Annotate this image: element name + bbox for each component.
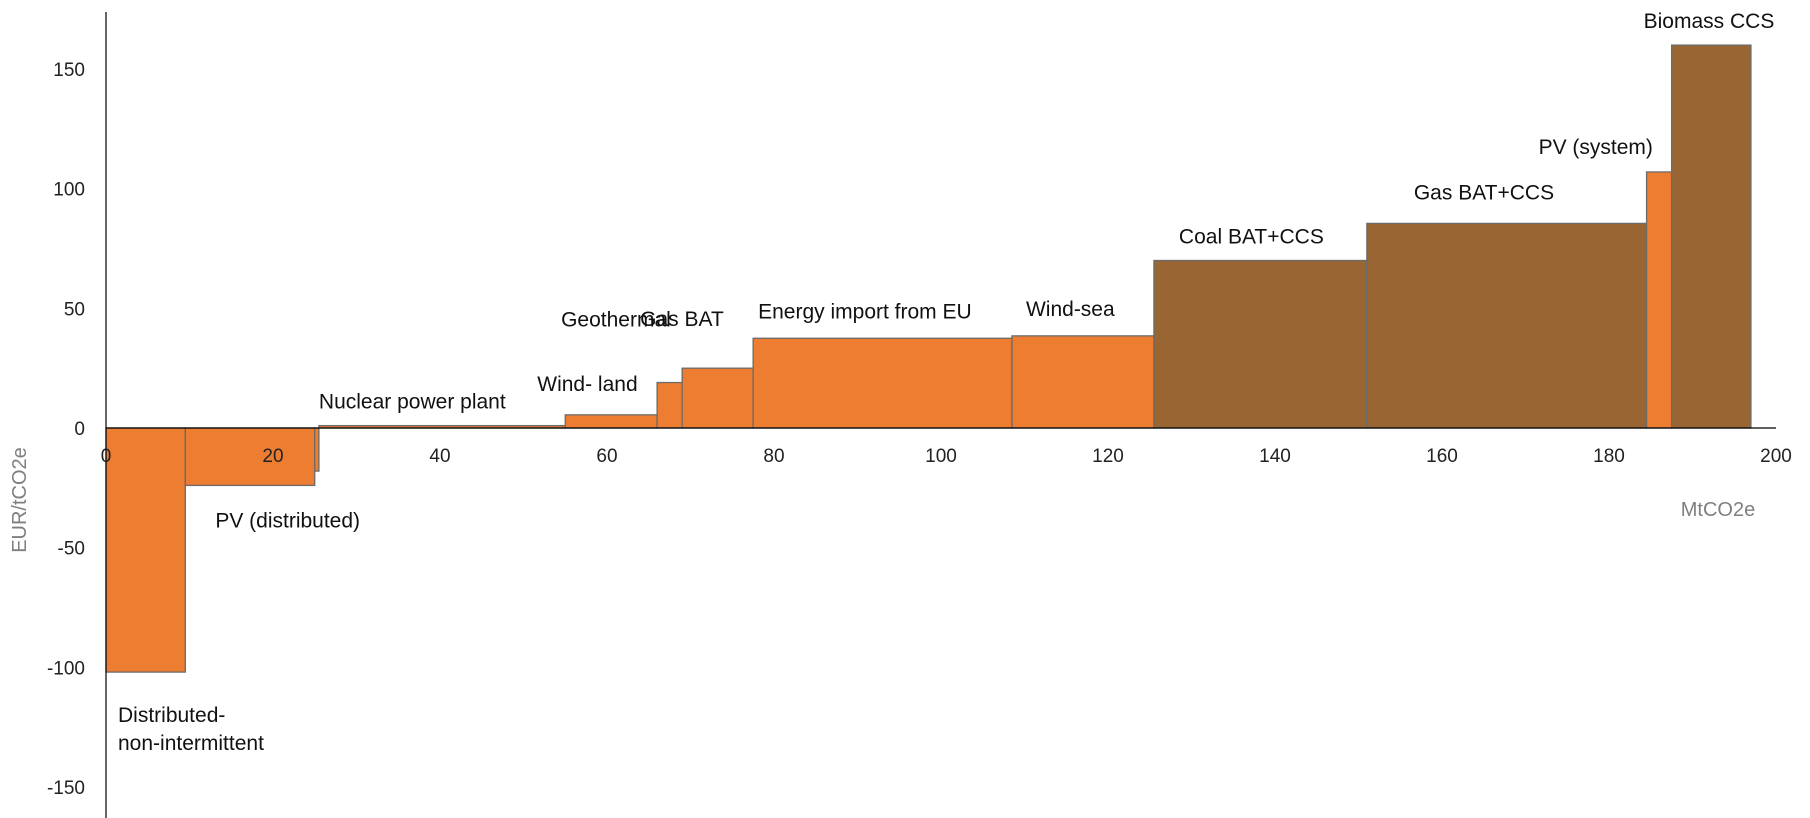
bars-group — [105, 44, 1752, 673]
y-tick-label: 0 — [74, 419, 85, 440]
bar-pv-distributed — [184, 427, 316, 487]
bar-label: PV (system) — [1539, 136, 1653, 159]
bar-coal-bat-ccs — [1153, 259, 1368, 429]
bar-wind-land — [564, 414, 658, 429]
y-axis-title: EUR/tCO2e — [9, 447, 31, 553]
x-tick-label: 80 — [763, 446, 784, 467]
bar-label: Nuclear power plant — [319, 391, 506, 414]
x-tick-label: 40 — [429, 446, 450, 467]
x-tick-label: 60 — [596, 446, 617, 467]
bar-unlabeled-2 — [314, 427, 320, 472]
y-tick-label: -150 — [47, 778, 85, 799]
bar-biomass-ccs — [1670, 44, 1752, 429]
y-tick-label: -100 — [47, 658, 85, 679]
bar-pv-system — [1645, 171, 1673, 429]
y-tick-label: 50 — [64, 299, 85, 320]
bar-wind-sea — [1011, 335, 1155, 429]
y-tick-label: -50 — [58, 539, 85, 560]
x-tick-label: 200 — [1760, 446, 1792, 467]
x-tick-label: 20 — [262, 446, 283, 467]
x-tick-label: 0 — [101, 446, 112, 467]
bar-label: Wind-sea — [1026, 298, 1115, 321]
y-tick-label: 100 — [53, 180, 85, 201]
x-tick-label: 180 — [1593, 446, 1625, 467]
bar-label: Energy import from EU — [758, 300, 972, 323]
axes-group — [105, 12, 1776, 818]
bar-label: Gas BAT — [640, 308, 724, 331]
y-tick-label: 150 — [53, 60, 85, 81]
bar-label: Geothermal — [561, 309, 671, 332]
bar-labels-group: Distributed-non-intermittent PV (distribu… — [118, 10, 1774, 755]
bar-geothermal — [656, 381, 683, 429]
bar-label: Gas BAT+CCS — [1414, 181, 1554, 204]
x-tick-label: 140 — [1259, 446, 1291, 467]
bar-label: Distributed-non-intermittent — [118, 704, 264, 755]
bar-label: Biomass CCS — [1644, 10, 1775, 33]
ticks-group: 0 20 40 60 80 100 120 140 160 180 200 -150 -100 -50 0 5… — [47, 60, 1792, 799]
bar-energy-import-from-eu — [752, 337, 1013, 429]
bar-label: Coal BAT+CCS — [1179, 225, 1324, 248]
bar-gas-bat-ccs — [1366, 222, 1648, 429]
x-tick-label: 100 — [925, 446, 957, 467]
bar-label: Wind- land — [537, 373, 637, 396]
bar-label: PV (distributed) — [215, 509, 360, 532]
x-tick-label: 120 — [1092, 446, 1124, 467]
x-tick-label: 160 — [1426, 446, 1458, 467]
bar-distributed-non-intermittent — [105, 427, 186, 673]
bar-gas-bat — [681, 367, 754, 429]
x-axis-title: MtCO2e — [1681, 499, 1755, 521]
